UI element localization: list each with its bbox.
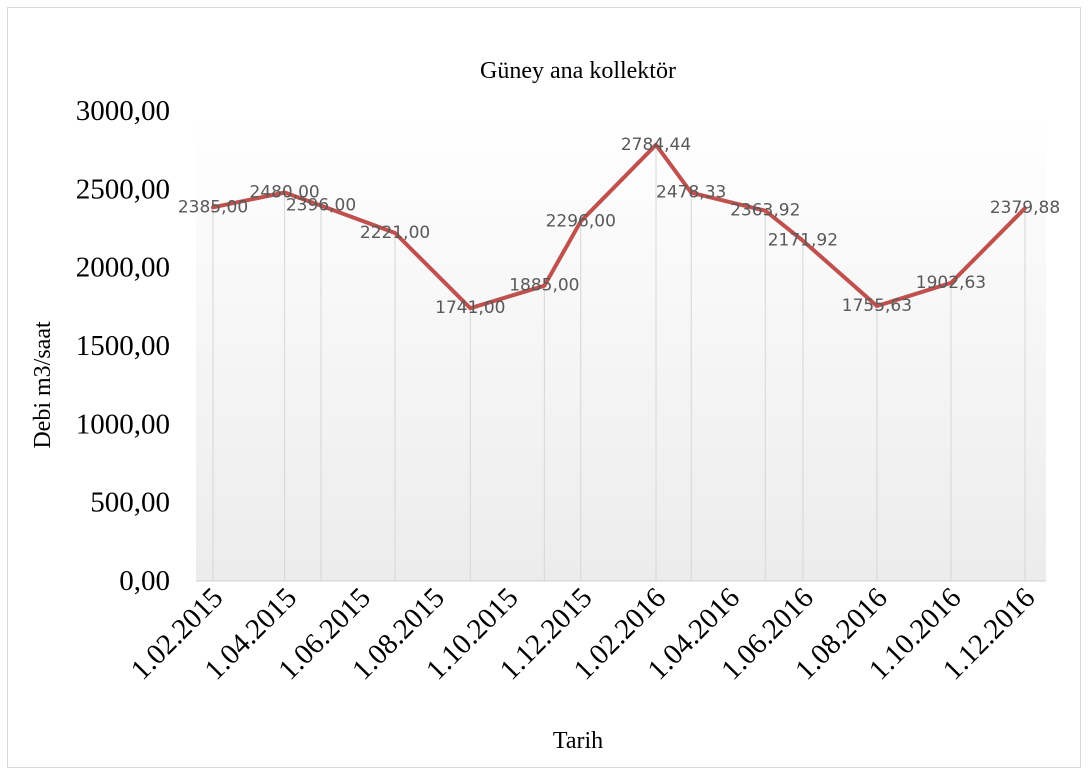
y-tick-label: 0,00 — [119, 565, 170, 597]
x-axis-title: Tarih — [553, 728, 603, 754]
data-label: 2296,00 — [546, 211, 616, 231]
data-label: 2171,92 — [768, 231, 838, 251]
data-label: 2379,88 — [990, 198, 1060, 218]
data-label: 1885,00 — [509, 276, 579, 296]
y-tick-label: 1500,00 — [76, 330, 170, 362]
data-label: 2480,00 — [249, 182, 319, 202]
data-label: 1741,00 — [435, 298, 505, 318]
data-label: 2385,00 — [178, 197, 248, 217]
data-label: 2396,00 — [286, 196, 356, 216]
data-label: 2784,44 — [621, 135, 691, 155]
data-label: 2478,33 — [656, 183, 726, 203]
y-tick-label: 1000,00 — [76, 408, 170, 440]
data-label: 2221,00 — [360, 223, 430, 243]
series-line — [211, 142, 1027, 311]
y-tick-label: 2000,00 — [76, 252, 170, 284]
data-label: 1902,63 — [916, 273, 986, 293]
chart-title: Güney ana kollektör — [480, 58, 676, 84]
plot-area — [196, 111, 1046, 581]
y-tick-label: 500,00 — [90, 487, 170, 519]
y-axis-title: Debi m3/saat — [30, 321, 56, 449]
y-tick-label: 2500,00 — [76, 173, 170, 205]
data-label: 1755,63 — [842, 296, 912, 316]
data-label: 2363,92 — [730, 201, 800, 221]
y-tick-label: 3000,00 — [76, 95, 170, 127]
